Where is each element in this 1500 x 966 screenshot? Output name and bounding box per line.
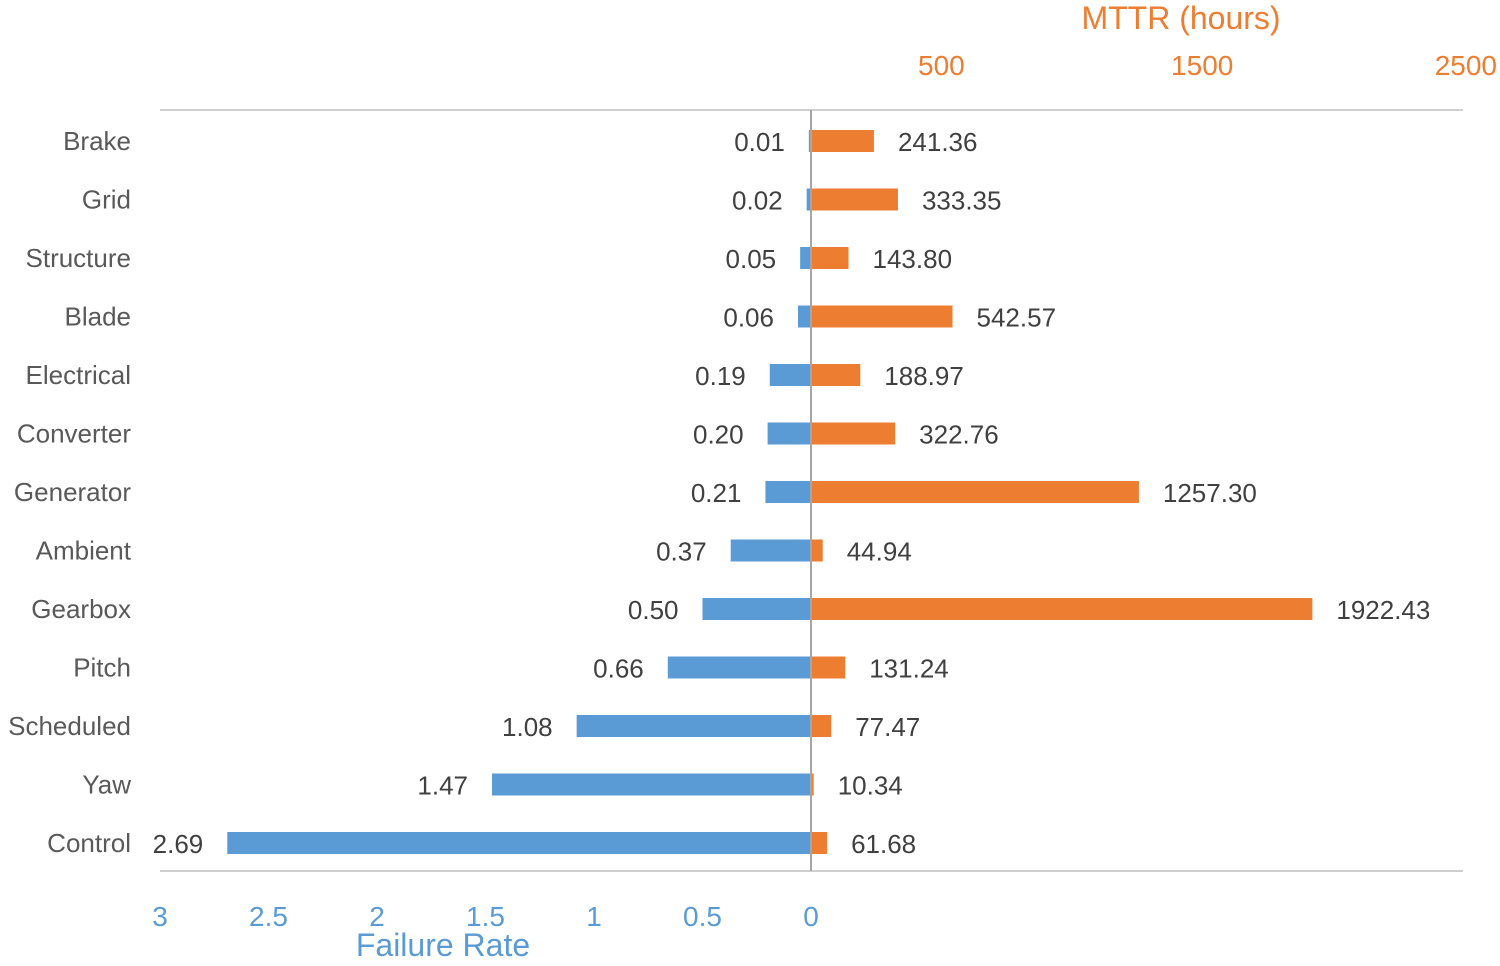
category-label: Brake — [63, 126, 131, 156]
mttr-tick-label: 1500 — [1171, 50, 1233, 81]
mttr-bar — [811, 715, 832, 737]
failure-rate-label: 0.21 — [691, 478, 742, 508]
mttr-label: 542.57 — [977, 303, 1057, 333]
mttr-bar — [811, 130, 874, 152]
category-label: Converter — [17, 419, 131, 449]
mttr-label: 241.36 — [898, 127, 978, 157]
failure-rate-label: 1.47 — [417, 771, 468, 801]
mttr-bar — [811, 247, 849, 269]
failure-rate-bar — [797, 305, 811, 328]
mttr-bar — [811, 773, 814, 796]
mttr-label: 61.68 — [851, 829, 916, 859]
failure-rate-label: 0.06 — [723, 303, 774, 333]
mttr-label: 10.34 — [838, 771, 903, 801]
category-label: Blade — [65, 302, 132, 332]
failure-rate-label: 0.01 — [734, 127, 785, 157]
mttr-label: 1257.30 — [1163, 478, 1257, 508]
category-label: Gearbox — [31, 594, 131, 624]
category-label: Ambient — [36, 536, 132, 566]
mttr-bar — [811, 832, 828, 854]
failure-rate-bar — [702, 598, 811, 620]
mttr-bar — [811, 305, 953, 328]
failure-rate-tick-label: 2.5 — [249, 901, 288, 932]
failure-rate-bar — [800, 247, 811, 269]
failure-rate-label: 2.69 — [153, 829, 204, 859]
mttr-label: 77.47 — [855, 712, 920, 742]
category-label: Structure — [26, 243, 132, 273]
failure-rate-label: 0.66 — [593, 654, 644, 684]
mttr-bar — [811, 188, 898, 211]
failure-rate-label: 1.08 — [502, 712, 553, 742]
mttr-label: 143.80 — [873, 244, 953, 274]
mttr-label: 333.35 — [922, 186, 1002, 216]
failure-rate-label: 0.50 — [628, 595, 679, 625]
mttr-bar — [811, 539, 823, 562]
category-label: Yaw — [82, 770, 131, 800]
failure-rate-bar — [227, 832, 811, 854]
failure-rate-bar — [492, 773, 811, 796]
mttr-tick-label: 500 — [918, 50, 965, 81]
mttr-label: 44.94 — [847, 537, 912, 567]
failure-rate-tick-label: 1.5 — [466, 901, 505, 932]
failure-rate-bar — [808, 130, 811, 152]
failure-rate-bar — [576, 715, 811, 737]
failure-rate-tick-label: 3 — [152, 901, 168, 932]
failure-rate-label: 0.02 — [732, 186, 783, 216]
failure-rate-tick-label: 2 — [369, 901, 385, 932]
failure-rate-label: 0.37 — [656, 537, 707, 567]
mttr-bar — [811, 422, 896, 445]
mttr-bar — [811, 481, 1139, 503]
failure-rate-bar — [765, 481, 811, 503]
mttr-bar — [811, 656, 846, 679]
category-label: Generator — [14, 477, 131, 507]
failure-rate-bar — [767, 422, 811, 445]
failure-rate-axis-title: Failure Rate — [356, 927, 530, 961]
mttr-label: 188.97 — [884, 361, 964, 391]
failure-rate-label: 0.20 — [693, 420, 744, 450]
mttr-bar — [811, 598, 1313, 620]
mttr-label: 131.24 — [869, 654, 949, 684]
category-label: Grid — [82, 185, 131, 215]
category-label: Pitch — [73, 653, 131, 683]
failure-rate-label: 0.19 — [695, 361, 746, 391]
mttr-tick-label: 2500 — [1435, 50, 1497, 81]
failure-rate-tick-label: 0 — [803, 901, 819, 932]
failure-rate-tick-label: 1 — [586, 901, 602, 932]
failure-rate-label: 0.05 — [726, 244, 777, 274]
failure-rate-bar — [806, 188, 811, 211]
mttr-label: 1922.43 — [1336, 595, 1430, 625]
category-label: Electrical — [26, 360, 131, 390]
failure-rate-bar — [769, 364, 811, 386]
failure-rate-tick-label: 0.5 — [683, 901, 722, 932]
failure-rate-bar — [730, 539, 811, 562]
failure-rate-bar — [667, 656, 811, 679]
mttr-bar — [811, 364, 861, 386]
category-label: Scheduled — [8, 711, 131, 741]
category-label: Control — [47, 828, 131, 858]
mttr-label: 322.76 — [919, 420, 999, 450]
mttr-axis-title: MTTR (hours) — [1081, 0, 1280, 36]
